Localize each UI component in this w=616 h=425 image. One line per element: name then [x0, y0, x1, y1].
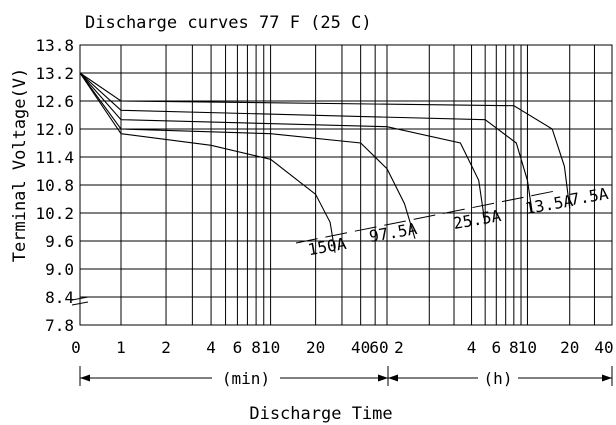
x-tick-label: 6 — [491, 338, 501, 357]
x-axis-label: Discharge Time — [249, 404, 392, 424]
x-tick-label: 20 — [560, 338, 579, 357]
x-tick-labels: 0 1 2 4 6 8 10 20 40 60 2 4 6 8 10 20 40 — [71, 338, 613, 357]
x-tick-label: 6 — [233, 338, 243, 357]
y-tick-labels: 13.8 13.2 12.6 12.0 11.4 10.8 10.2 9.6 9.0 8.4 7.8 — [35, 36, 74, 335]
x-tick-label: 4 — [206, 338, 216, 357]
discharge-curve — [79, 72, 486, 225]
y-tick-label: 7.8 — [45, 316, 74, 335]
y-tick-label: 9.0 — [45, 260, 74, 279]
x-tick-label: 10 — [261, 338, 280, 357]
series-label: 7.5A — [568, 184, 610, 209]
discharge-curves — [79, 72, 571, 253]
x-tick-label: 20 — [306, 338, 325, 357]
x-tick-label: 4 — [467, 338, 477, 357]
y-tick-label: 11.4 — [35, 148, 74, 167]
minutes-unit-label: (min) — [222, 369, 270, 388]
chart-title: Discharge curves 77 F (25 C) — [85, 13, 372, 33]
y-tick-label: 10.2 — [35, 204, 74, 223]
y-tick-label: 9.6 — [45, 232, 74, 251]
y-tick-label: 8.4 — [45, 288, 74, 307]
x-tick-label: 2 — [161, 338, 171, 357]
discharge-curve — [79, 72, 533, 214]
x-tick-label: 0 — [71, 338, 81, 357]
y-tick-label: 13.2 — [35, 64, 74, 83]
discharge-curve — [79, 72, 336, 253]
grid — [71, 44, 613, 326]
x-tick-label: 2 — [394, 338, 404, 357]
y-tick-label: 12.0 — [35, 120, 74, 139]
y-tick-label: 13.8 — [35, 36, 74, 55]
x-tick-label: 40 — [351, 338, 370, 357]
series-label: 13.5A — [524, 191, 575, 218]
discharge-curve — [79, 72, 571, 209]
end-voltage-line — [295, 189, 561, 244]
x-tick-label: 10 — [518, 338, 537, 357]
y-tick-label: 10.8 — [35, 176, 74, 195]
x-tick-label: 1 — [116, 338, 126, 357]
time-unit-bracket: (min) (h) — [79, 366, 613, 388]
x-tick-label: 60 — [369, 338, 388, 357]
x-tick-label: 40 — [594, 338, 613, 357]
discharge-curve — [79, 72, 416, 239]
x-tick-label: 8 — [509, 338, 519, 357]
y-axis-label: Terminal Voltage(V) — [10, 68, 30, 262]
hours-unit-label: (h) — [484, 369, 513, 388]
x-tick-label: 8 — [251, 338, 261, 357]
axis-break-mark — [71, 296, 89, 306]
y-tick-label: 12.6 — [35, 92, 74, 111]
